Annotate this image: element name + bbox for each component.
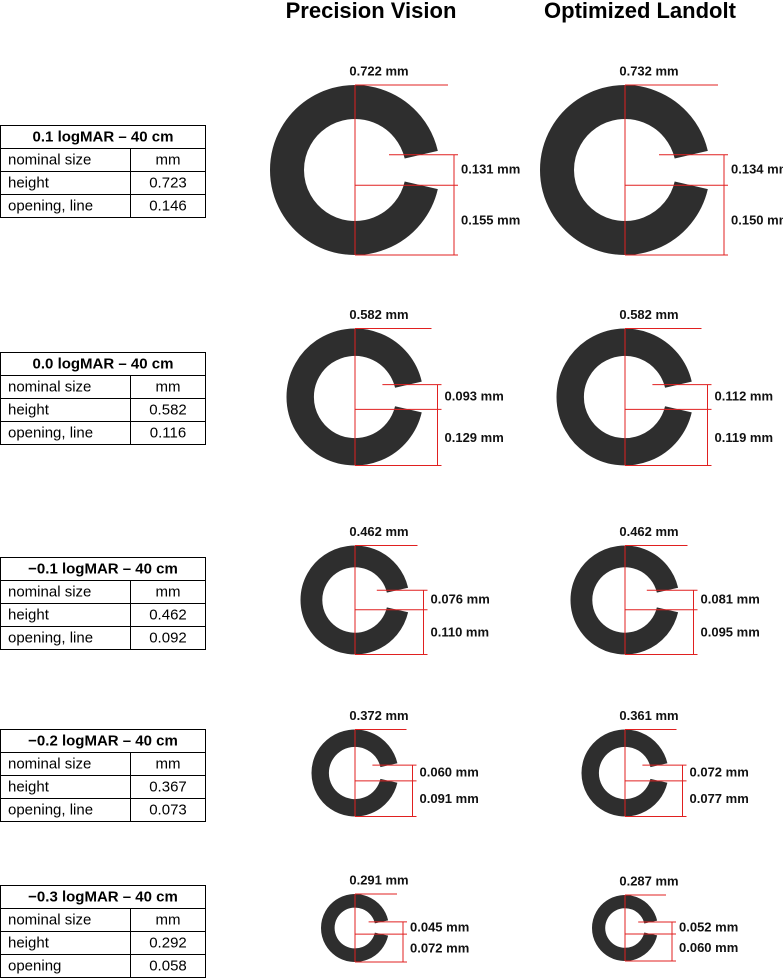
table-cell: 0.292 xyxy=(149,934,187,951)
height-label: 0.722 mm xyxy=(349,63,408,78)
table-cell: mm xyxy=(156,755,181,772)
table-cell: nominal size xyxy=(8,911,91,928)
table-cell: opening, line xyxy=(8,424,93,441)
table-cell: 0.092 xyxy=(149,629,187,646)
opening-label: 0.093 mm xyxy=(445,388,504,403)
table-cell: height xyxy=(8,401,50,418)
opening-label: 0.045 mm xyxy=(410,919,469,934)
table-title: 0.1 logMAR – 40 cm xyxy=(33,128,174,145)
table-cell: 0.116 xyxy=(150,424,186,441)
height-label: 0.291 mm xyxy=(349,872,408,887)
opening-label: 0.076 mm xyxy=(431,591,490,606)
line-label: 0.091 mm xyxy=(420,791,479,806)
table-cell: mm xyxy=(156,378,181,395)
table-cell: 0.073 xyxy=(149,801,187,818)
line-label: 0.095 mm xyxy=(701,625,760,640)
height-label: 0.462 mm xyxy=(349,524,408,539)
line-label: 0.119 mm xyxy=(715,430,774,445)
height-label: 0.372 mm xyxy=(349,708,408,723)
landolt-ring xyxy=(556,328,692,466)
table-cell: nominal size xyxy=(8,755,91,772)
height-label: 0.287 mm xyxy=(619,873,678,888)
line-label: 0.060 mm xyxy=(679,940,738,955)
table-title: −0.1 logMAR – 40 cm xyxy=(28,560,178,577)
table-cell: 0.462 xyxy=(149,606,187,623)
landolt-ring xyxy=(286,328,422,466)
table-cell: height xyxy=(8,606,50,623)
line-label: 0.129 mm xyxy=(445,430,504,445)
table-cell: height xyxy=(8,174,50,191)
column-header: Precision Vision xyxy=(286,0,457,23)
height-label: 0.732 mm xyxy=(619,63,678,78)
table-cell: 0.367 xyxy=(149,778,187,795)
column-header: Optimized Landolt xyxy=(544,0,737,23)
table-title: 0.0 logMAR – 40 cm xyxy=(33,355,174,372)
table-cell: opening, line xyxy=(8,629,93,646)
landolt-ring xyxy=(311,729,398,817)
table-cell: 0.146 xyxy=(149,197,187,214)
height-label: 0.361 mm xyxy=(619,708,678,723)
height-label: 0.462 mm xyxy=(619,524,678,539)
opening-label: 0.131 mm xyxy=(461,161,520,176)
landolt-ring xyxy=(270,85,438,255)
opening-label: 0.052 mm xyxy=(679,919,738,934)
table-cell: 0.723 xyxy=(149,174,187,191)
line-label: 0.150 mm xyxy=(731,213,783,228)
landolt-ring xyxy=(570,545,679,655)
table-title: −0.3 logMAR – 40 cm xyxy=(28,888,178,905)
table-cell: mm xyxy=(156,911,181,928)
table-cell: 0.582 xyxy=(149,401,187,418)
table-cell: opening, line xyxy=(8,801,93,818)
landolt-ring xyxy=(581,729,668,817)
height-label: 0.582 mm xyxy=(349,307,408,322)
opening-label: 0.134 mm xyxy=(731,161,783,176)
opening-label: 0.112 mm xyxy=(715,388,774,403)
line-label: 0.110 mm xyxy=(431,625,490,640)
landolt-ring xyxy=(540,85,708,255)
landolt-ring xyxy=(592,895,658,961)
table-cell: nominal size xyxy=(8,378,91,395)
line-label: 0.155 mm xyxy=(461,213,520,228)
landolt-ring xyxy=(300,545,409,655)
table-cell: height xyxy=(8,778,50,795)
table-cell: 0.058 xyxy=(149,957,187,974)
line-label: 0.072 mm xyxy=(410,940,469,955)
table-cell: mm xyxy=(156,583,181,600)
landolt-ring xyxy=(321,894,389,962)
opening-label: 0.081 mm xyxy=(701,591,760,606)
height-label: 0.582 mm xyxy=(619,307,678,322)
table-cell: opening, line xyxy=(8,197,93,214)
opening-label: 0.060 mm xyxy=(420,764,479,779)
table-cell: nominal size xyxy=(8,151,91,168)
table-cell: nominal size xyxy=(8,583,91,600)
line-label: 0.077 mm xyxy=(690,791,749,806)
table-cell: mm xyxy=(156,151,181,168)
table-cell: height xyxy=(8,934,50,951)
table-cell: opening xyxy=(8,957,61,974)
opening-label: 0.072 mm xyxy=(690,764,749,779)
table-title: −0.2 logMAR – 40 cm xyxy=(28,732,178,749)
